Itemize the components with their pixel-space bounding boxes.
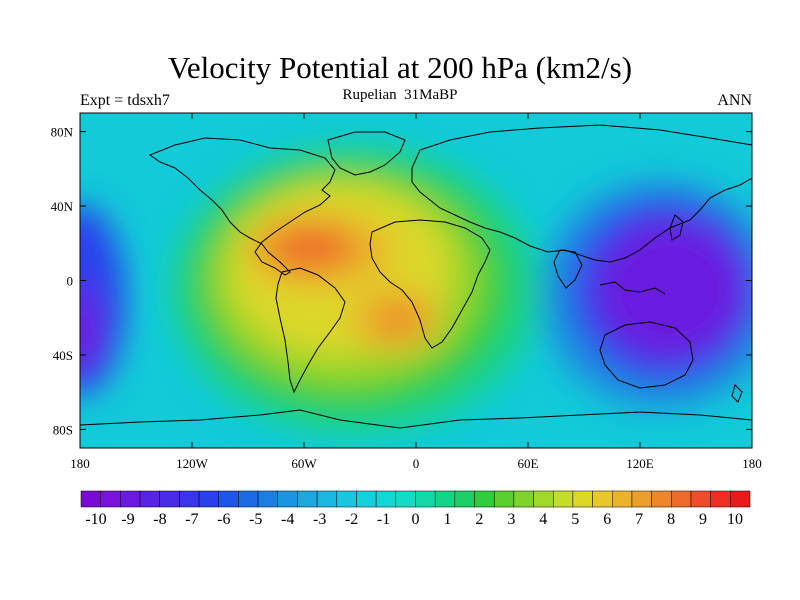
colorbar-swatch [513, 490, 534, 508]
lon-tick-label: 0 [413, 456, 420, 471]
colorbar-label: -5 [249, 511, 262, 528]
lon-tick-label: 180 [70, 456, 90, 471]
lat-tick-label: 40S [53, 348, 73, 363]
colorbar-label: 0 [412, 511, 420, 528]
colorbar-label: 6 [603, 511, 611, 528]
colorbar-swatch [238, 490, 259, 508]
colorbar-label: 3 [507, 511, 515, 528]
colorbar-swatch [671, 490, 692, 508]
india-outline [553, 249, 583, 289]
colorbar-swatch [710, 490, 731, 508]
colorbar-swatch [474, 490, 495, 508]
lon-tick-label: 120W [176, 456, 209, 471]
colorbar-swatch [218, 490, 239, 508]
colorbar-label: 7 [635, 511, 643, 528]
colorbar-label: -8 [153, 511, 166, 528]
colorbar-label: 2 [475, 511, 483, 528]
colorbar-label: -2 [345, 511, 358, 528]
colorbar-label: 1 [443, 511, 451, 528]
colorbar-swatch [572, 490, 593, 508]
colorbar-swatch [179, 490, 200, 508]
africa-outline [369, 219, 491, 349]
colorbar-label: -7 [185, 511, 198, 528]
colorbar-swatch [257, 490, 279, 508]
eurasia-outline [411, 124, 752, 263]
colorbar-swatch [120, 490, 141, 508]
colorbar-swatch [100, 490, 121, 508]
north-america-outline [148, 137, 336, 276]
colorbar-label: -3 [313, 511, 326, 528]
colorbar-swatch [454, 490, 475, 508]
colorbar-swatch [552, 490, 574, 508]
colorbar-swatch [336, 490, 357, 508]
longitude-axis: 180 120W 60W 0 60E 120E 180 [70, 113, 762, 471]
colorbar-swatch [80, 490, 101, 508]
colorbar-swatch [159, 490, 180, 508]
indonesia-outline [599, 281, 666, 295]
colorbar-label: -4 [281, 511, 294, 528]
colorbar: -10 -9 -8 -7 -6 -5 -4 -3 -2 -1 0 1 2 3 4 5 6 7 8 9 10 [80, 490, 751, 528]
latitude-axis: 80N 40N 0 40S 80S [51, 125, 752, 437]
colorbar-swatch [139, 490, 160, 508]
lat-tick-label: 80N [51, 125, 74, 140]
japan-outline [669, 214, 684, 241]
new-zealand-outline [731, 384, 743, 403]
page-title: Velocity Potential at 200 hPa (km2/s) [167, 50, 633, 85]
colorbar-swatch [277, 490, 298, 508]
map-subtitle: Rupelian 31MaBP [342, 87, 458, 103]
colorbar-swatch [434, 490, 456, 508]
lon-tick-label: 120E [626, 456, 654, 471]
australia-outline [599, 321, 694, 389]
colorbar-label: -1 [377, 511, 390, 528]
season-label: ANN [717, 92, 752, 109]
lon-tick-label: 60E [518, 456, 539, 471]
colorbar-label: 10 [727, 511, 743, 528]
colorbar-label: 5 [571, 511, 579, 528]
colorbar-swatch [533, 490, 554, 508]
colorbar-swatch [651, 490, 672, 508]
colorbar-swatch [198, 490, 219, 508]
continent-outlines [80, 124, 752, 429]
lat-tick-label: 80S [53, 422, 73, 437]
colorbar-swatch [297, 490, 318, 508]
colorbar-swatch [395, 490, 416, 508]
colorbar-label: 8 [667, 511, 675, 528]
lat-tick-label: 0 [67, 274, 74, 289]
colorbar-label: 9 [699, 511, 707, 528]
lon-tick-label: 60W [291, 456, 317, 471]
colorbar-swatch [592, 490, 613, 508]
colorbar-label: -10 [85, 511, 106, 528]
colorbar-swatch [316, 490, 338, 508]
colorbar-swatch [612, 490, 633, 508]
colorbar-swatch [690, 490, 711, 508]
experiment-label: Expt = tdsxh7 [80, 92, 170, 109]
colorbar-label: 4 [539, 511, 547, 528]
velocity-potential-field [80, 113, 752, 448]
lon-tick-label: 180 [742, 456, 762, 471]
colorbar-swatch [631, 490, 652, 508]
colorbar-label: -9 [121, 511, 134, 528]
greenland-outline [327, 131, 406, 176]
colorbar-swatch [375, 490, 397, 508]
lat-tick-label: 40N [51, 199, 74, 214]
colorbar-swatch [730, 490, 751, 508]
south-america-outline [275, 267, 346, 394]
colorbar-swatch [415, 490, 436, 508]
colorbar-swatch [356, 490, 377, 508]
antarctica-outline [80, 409, 752, 429]
colorbar-swatch [493, 490, 515, 508]
colorbar-label: -6 [217, 511, 230, 528]
